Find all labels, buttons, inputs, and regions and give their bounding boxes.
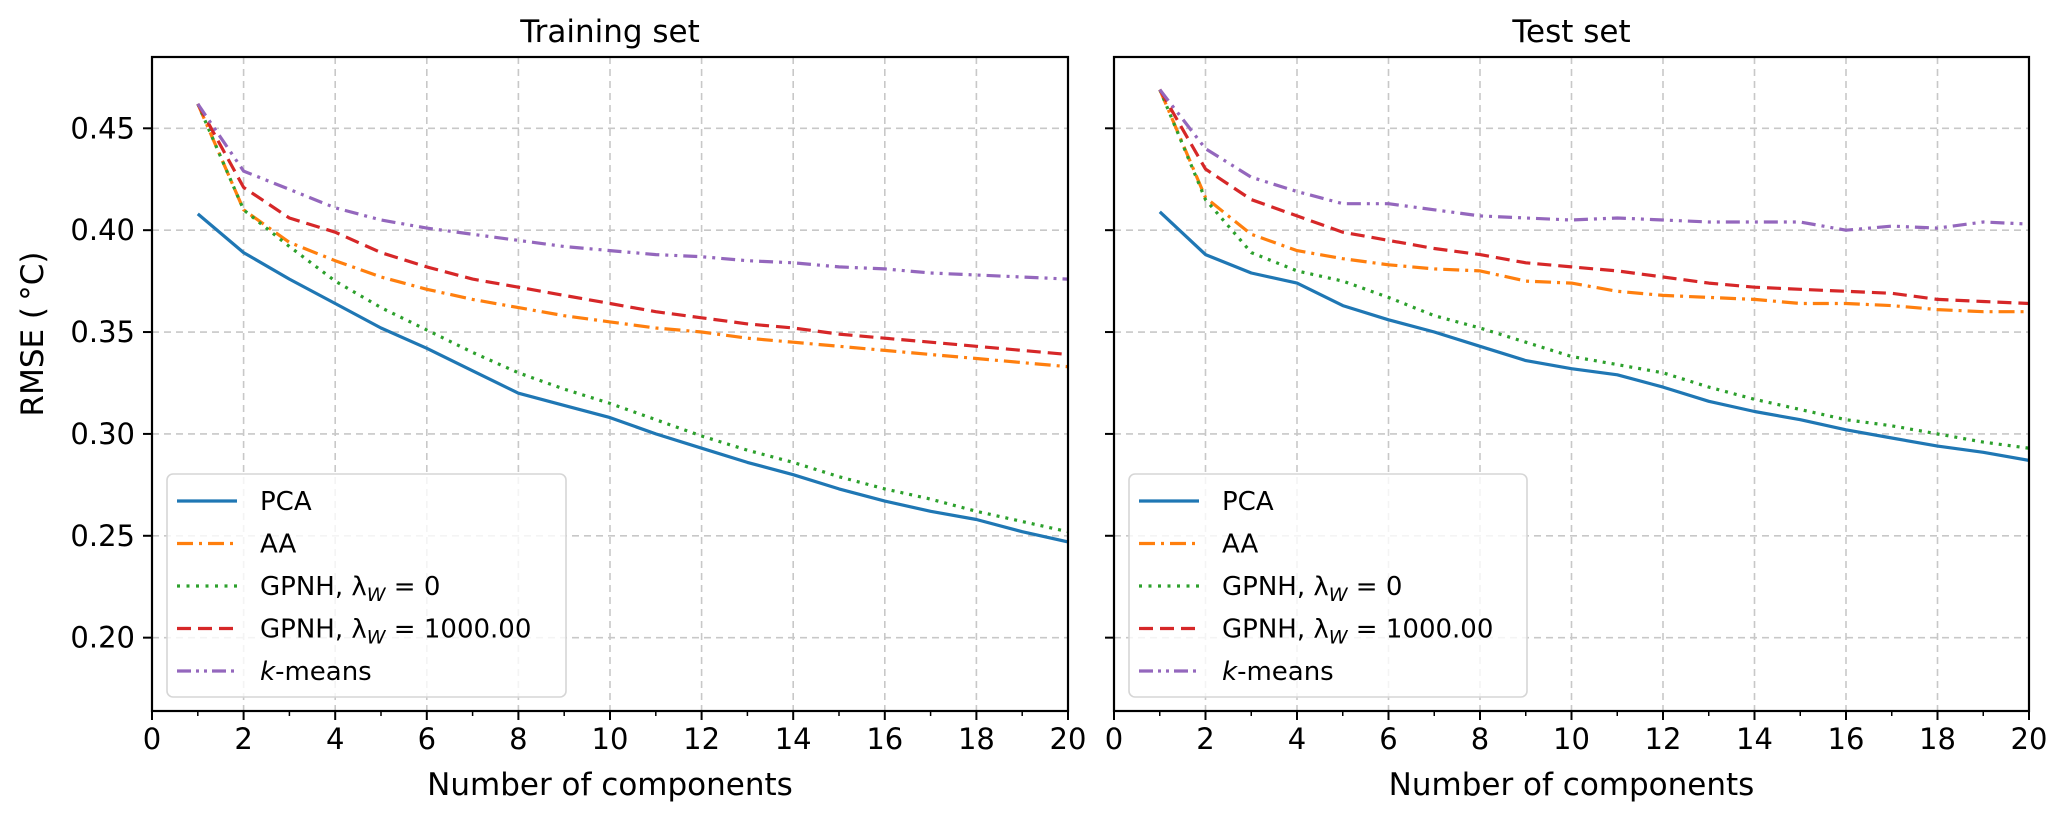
chart-title: Test set	[1511, 14, 1630, 50]
x-axis-label: Number of components	[1389, 767, 1755, 803]
y-tick-label: 0.20	[70, 621, 135, 655]
legend-k-italic: k	[1222, 657, 1238, 687]
legend-text: -means	[275, 657, 372, 687]
legend-subscript: W	[367, 627, 387, 649]
legend-label: AA	[260, 530, 297, 560]
y-tick-label: 0.25	[70, 519, 135, 553]
legend-text: PCA	[1222, 487, 1274, 517]
x-tick-label: 2	[1196, 722, 1214, 756]
legend-text: AA	[260, 530, 297, 560]
x-tick-label: 14	[1736, 722, 1773, 756]
legend-text: GPNH, λ	[1222, 615, 1329, 645]
legend-label: k-means	[1222, 657, 1334, 687]
legend-box	[1128, 473, 1528, 698]
legend-subscript: W	[1329, 627, 1349, 649]
legend-text: = 1000.00	[1348, 615, 1494, 645]
x-tick-label: 18	[958, 722, 995, 756]
legend-label: GPNH, λW = 1000.00	[260, 615, 531, 649]
x-tick-label: 0	[143, 722, 161, 756]
x-tick-label: 14	[775, 722, 812, 756]
legend-text: GPNH, λ	[260, 615, 367, 645]
legend-subscript: W	[1329, 584, 1349, 606]
x-tick-label: 6	[418, 722, 436, 756]
legend-subscript: W	[367, 584, 387, 606]
x-tick-label: 8	[1471, 722, 1489, 756]
x-tick-label: 12	[683, 722, 720, 756]
series-line-gpnh-0	[1158, 88, 2029, 450]
y-tick-label: 0.35	[70, 315, 135, 349]
legend-text: = 0	[386, 572, 441, 602]
legend-text: -means	[1237, 657, 1334, 687]
legend-k-italic: k	[260, 657, 276, 687]
series-line-pca	[196, 212, 1068, 544]
y-axis-label: RMSE ( °C)	[15, 252, 51, 417]
legend-label: AA	[1222, 530, 1259, 560]
series-line-gpnh-1000	[1158, 88, 2029, 306]
x-tick-label: 6	[1379, 722, 1397, 756]
x-tick-label: 4	[326, 722, 344, 756]
series-group	[196, 102, 1068, 544]
legend-text: = 1000.00	[386, 615, 532, 645]
training-set-panel: 0 2 4 6 8 10 12 14 16 18 20 0.20 0.25 0.30 0.35 0.40 0.4…	[15, 14, 1086, 803]
legend-label: PCA	[260, 487, 312, 517]
y-tick-label: 0.30	[70, 417, 135, 451]
x-tick-label: 10	[592, 722, 629, 756]
x-tick-label: 2	[234, 722, 252, 756]
x-tick-label: 0	[1105, 722, 1123, 756]
x-tick-label: 16	[1828, 722, 1865, 756]
legend-box	[166, 473, 567, 698]
legend-label: GPNH, λW = 1000.00	[1222, 615, 1493, 649]
x-tick-label: 8	[509, 722, 527, 756]
y-tick-label: 0.40	[70, 213, 135, 247]
grid	[152, 57, 1068, 711]
legend-label: k-means	[260, 657, 372, 687]
legend-label: PCA	[1222, 487, 1274, 517]
series-line-aa	[1158, 88, 2029, 314]
x-tick-label: 16	[866, 722, 903, 756]
series-line-kmeans	[1158, 88, 2029, 232]
x-tick-label: 4	[1288, 722, 1306, 756]
legend-text: GPNH, λ	[260, 572, 367, 602]
series-line-aa	[196, 103, 1068, 369]
chart-title: Training set	[519, 14, 700, 50]
series-group	[1158, 88, 2029, 462]
legend-text: GPNH, λ	[1222, 572, 1329, 602]
test-set-panel: 0 2 4 6 8 10 12 14 16 18 20 Test set Number of compo…	[1105, 14, 2048, 803]
legend-label: GPNH, λW = 0	[1222, 572, 1402, 606]
x-tick-label: 20	[1050, 722, 1087, 756]
y-tick-label: 0.45	[70, 111, 135, 145]
legend-text: AA	[1222, 530, 1259, 560]
x-tick-label: 20	[2011, 722, 2048, 756]
x-tick-label: 12	[1645, 722, 1682, 756]
x-axis-label: Number of components	[427, 767, 793, 803]
x-tick-label: 18	[1919, 722, 1956, 756]
series-line-gpnh-0	[196, 103, 1068, 534]
series-line-pca	[1158, 210, 2029, 462]
series-line-gpnh-1000	[196, 103, 1068, 357]
legend-label: GPNH, λW = 0	[260, 572, 440, 606]
legend-text: PCA	[260, 487, 312, 517]
series-line-kmeans	[196, 102, 1068, 281]
legend-text: = 0	[1348, 572, 1403, 602]
x-tick-label: 10	[1553, 722, 1590, 756]
